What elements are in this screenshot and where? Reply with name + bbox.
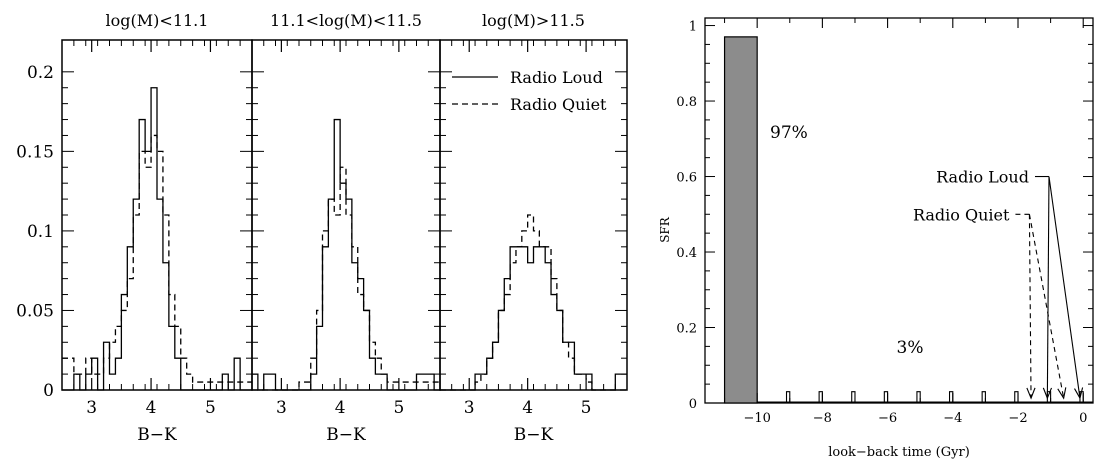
sfr-x-axis-label: look−back time (Gyr) bbox=[828, 445, 970, 460]
x-tick-label: 3 bbox=[276, 398, 287, 418]
annotation-arrow-head bbox=[1057, 387, 1067, 400]
sfr-x-tick-label: −4 bbox=[943, 411, 962, 426]
annotation-arrow-shaft bbox=[1046, 176, 1050, 399]
x-tick-label: 4 bbox=[146, 398, 157, 418]
panel-title: log(M)<11.1 bbox=[106, 11, 209, 30]
x-axis-label: B−K bbox=[326, 425, 366, 445]
x-axis-label: B−K bbox=[514, 425, 554, 445]
annotation-arrow-head bbox=[1026, 387, 1036, 400]
sfr-x-tick-label: −8 bbox=[813, 411, 832, 426]
annotation-arrow-head bbox=[1042, 387, 1053, 400]
annotation-arrow-shaft bbox=[1048, 176, 1081, 399]
x-tick-label: 4 bbox=[335, 398, 346, 418]
small-burst bbox=[916, 391, 921, 403]
series-radio-quiet bbox=[252, 166, 440, 391]
panel-frame bbox=[251, 39, 441, 391]
sfr-frame bbox=[704, 17, 1094, 404]
sfr-x-tick-label: −6 bbox=[878, 411, 897, 426]
sfr-y-tick-label: 0.6 bbox=[676, 171, 697, 186]
main-burst-bar bbox=[723, 36, 758, 404]
legend-label-1: Radio Loud bbox=[510, 68, 603, 87]
main-burst-label: 97% bbox=[770, 123, 808, 143]
x-tick-label: 4 bbox=[522, 398, 533, 418]
histogram-panel-1: log(M)<11.1 3 4 5 0 0.05 0.1 0.15 0.2 B−K bbox=[16, 11, 253, 445]
series-radio-quiet bbox=[62, 134, 252, 383]
y-tick-label: 0 bbox=[43, 381, 54, 401]
sfr-y-tick-label: 0 bbox=[689, 397, 697, 412]
annotation-arrow-head bbox=[1074, 387, 1084, 400]
x-tick-label: 5 bbox=[393, 398, 404, 418]
sfr-x-tick-label: −10 bbox=[743, 411, 770, 426]
panel-frame bbox=[439, 39, 628, 391]
sfr-panel: 97% 3% −10 −8 −6 −4 −2 0 0 0.2 0.4 0.6 0.8 1 look−back… bbox=[658, 17, 1094, 460]
small-burst bbox=[851, 391, 856, 403]
sfr-x-tick-label: 0 bbox=[1079, 411, 1087, 426]
series-radio-loud bbox=[62, 87, 252, 391]
histogram-panel-2: 11.1<log(M)<11.5 3 4 5 B−K bbox=[251, 11, 441, 445]
y-tick-label: 0.1 bbox=[27, 222, 54, 242]
series-radio-quiet bbox=[440, 214, 627, 391]
legend-label-2: Radio Quiet bbox=[510, 95, 607, 114]
annotation-arrow-shaft bbox=[1028, 214, 1065, 399]
sfr-y-axis-label: SFR bbox=[658, 216, 672, 243]
y-tick-label: 0.2 bbox=[27, 63, 54, 83]
sfr-y-tick-label: 0.8 bbox=[676, 95, 697, 110]
annotation-radio-quiet: Radio Quiet bbox=[913, 205, 1010, 224]
annotation-radio-loud: Radio Loud bbox=[936, 168, 1029, 187]
x-tick-label: 5 bbox=[205, 398, 216, 418]
x-tick-label: 3 bbox=[86, 398, 97, 418]
sfr-x-tick-label: −2 bbox=[1008, 411, 1027, 426]
series-radio-loud bbox=[440, 246, 627, 391]
x-axis-label: B−K bbox=[137, 425, 177, 445]
sfr-y-tick-label: 0.2 bbox=[676, 322, 697, 337]
x-tick-label: 3 bbox=[464, 398, 475, 418]
sfr-y-tick-label: 0.4 bbox=[676, 246, 697, 261]
small-burst bbox=[785, 391, 791, 403]
histogram-panel-3: log(M)>11.5 3 4 5 B−K Radio Loud Radio Quiet bbox=[439, 11, 628, 445]
small-burst-label: 3% bbox=[897, 338, 924, 358]
annotation-arrow-shaft bbox=[1028, 214, 1032, 399]
panel-title: log(M)>11.5 bbox=[482, 11, 585, 30]
series-radio-loud bbox=[252, 118, 440, 391]
small-burst bbox=[981, 391, 986, 403]
panel-title: 11.1<log(M)<11.5 bbox=[270, 11, 422, 30]
y-tick-label: 0.15 bbox=[16, 142, 54, 162]
sfr-y-tick-label: 1 bbox=[689, 20, 697, 35]
y-tick-label: 0.05 bbox=[16, 301, 54, 321]
x-tick-label: 5 bbox=[581, 398, 592, 418]
